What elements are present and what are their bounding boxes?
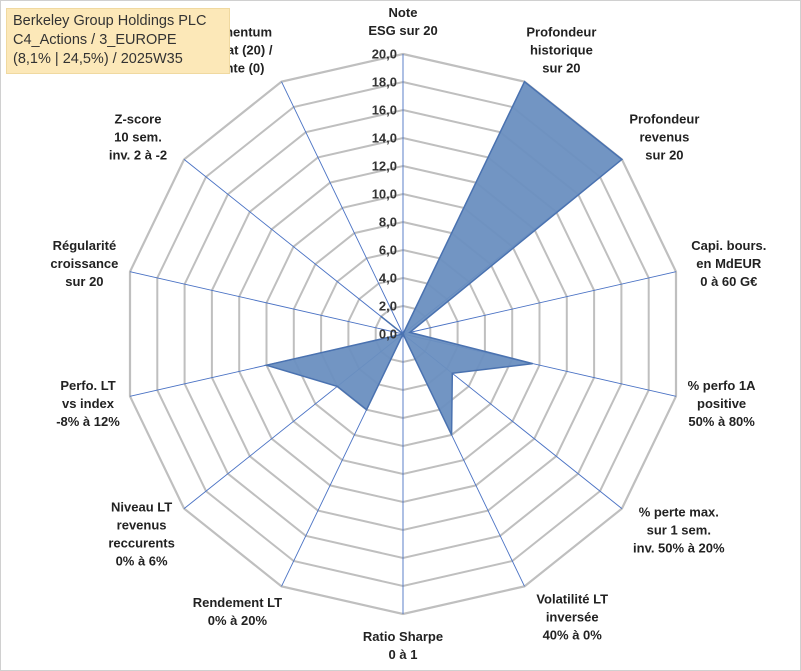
axis-label-line: reccurents xyxy=(108,535,174,550)
axis-label: % perfo 1A positive 50% à 80% xyxy=(688,378,757,429)
axis-label-line: 10 sem. xyxy=(114,130,162,145)
axis-label: Rendement LT 0% à 20% xyxy=(193,595,282,628)
radial-tick-label: 4,0 xyxy=(379,271,397,286)
axis-label: Z-score 10 sem. inv. 2 à -2 xyxy=(109,112,167,163)
axis-label-line: 40% à 0% xyxy=(543,628,603,643)
radial-tick-labels: 0,0 2,0 4,0 6,0 8,0 10,0 12,0 14,0 16,0 18,0 20,0 xyxy=(372,47,397,342)
radial-tick-label: 2,0 xyxy=(379,299,397,314)
axis-label-line: inv. 50% à 20% xyxy=(633,540,725,555)
axis-label-line: Profondeur xyxy=(629,112,699,127)
axis-label-line: revenus xyxy=(117,517,167,532)
radial-tick-label: 8,0 xyxy=(379,215,397,230)
radial-tick-label: 20,0 xyxy=(372,47,397,62)
axis-label: Régularité croissance sur 20 xyxy=(50,238,118,289)
axis-label-line: Profondeur xyxy=(526,24,596,39)
axis-label-line: sur 20 xyxy=(542,60,580,75)
axis-label-line: Régularité xyxy=(53,238,117,253)
axis-label-line: inversée xyxy=(546,610,599,625)
axis-label-line: sur 1 sem. xyxy=(647,522,711,537)
axis-label-line: croissance xyxy=(50,256,118,271)
axis-label-line: 0 à 60 G€ xyxy=(700,274,757,289)
radial-tick-label: 14,0 xyxy=(372,131,397,146)
axis-label-line: % perfo 1A xyxy=(688,378,757,393)
axis-label-line: Ratio Sharpe xyxy=(363,629,443,644)
axis-label-line: Rendement LT xyxy=(193,595,282,610)
chart-header-box: Berkeley Group Holdings PLC C4_Actions /… xyxy=(6,8,230,74)
axis-label: Capi. bours. en MdEUR 0 à 60 G€ xyxy=(691,238,766,289)
axis-label: % perte max. sur 1 sem. inv. 50% à 20% xyxy=(633,504,725,555)
axis-label: Profondeur historique sur 20 xyxy=(526,24,596,75)
radial-tick-label: 10,0 xyxy=(372,187,397,202)
axis-label-line: ESG sur 20 xyxy=(368,23,437,38)
axis-label-line: % perte max. xyxy=(639,504,719,519)
axis-label: Perfo. LT vs index -8% à 12% xyxy=(56,378,120,429)
axis-label-line: 0 à 1 xyxy=(389,647,418,662)
radial-tick-label: 18,0 xyxy=(372,75,397,90)
radial-tick-label: 12,0 xyxy=(372,159,397,174)
axis-label-line: en MdEUR xyxy=(696,256,762,271)
axis-label: Niveau LT revenus reccurents 0% à 6% xyxy=(108,499,174,568)
axis-label-line: -8% à 12% xyxy=(56,414,120,429)
radial-tick-label: 0,0 xyxy=(379,327,397,342)
axis-label-line: 50% à 80% xyxy=(688,414,755,429)
axis-label-line: Capi. bours. xyxy=(691,238,766,253)
axis-label-line: sur 20 xyxy=(65,274,103,289)
axis-labels: Note ESG sur 20 Profondeur historique sur 20… xyxy=(50,5,766,662)
axis-label-line: Volatilité LT xyxy=(536,592,608,607)
axis-label-line: vs index xyxy=(62,396,115,411)
axis-label-line: Niveau LT xyxy=(111,499,172,514)
axis-spoke xyxy=(402,271,677,335)
axis-spoke xyxy=(183,159,404,335)
series-polygon xyxy=(263,80,624,436)
axis-label-line: historique xyxy=(530,42,593,57)
axis-label: Profondeur revenus sur 20 xyxy=(629,112,699,163)
axis-label-line: Perfo. LT xyxy=(60,378,115,393)
radial-tick-label: 16,0 xyxy=(372,103,397,118)
axis-label-line: 0% à 20% xyxy=(208,613,268,628)
series-area xyxy=(263,80,624,436)
axis-label-line: 0% à 6% xyxy=(116,553,168,568)
axis-label-line: inv. 2 à -2 xyxy=(109,148,167,163)
axis-spoke xyxy=(129,271,404,335)
category-label: C4_Actions / 3_EUROPE xyxy=(13,32,177,48)
axis-label-line: sur 20 xyxy=(645,148,683,163)
axis-label-line: Z-score xyxy=(115,112,162,127)
radial-tick-label: 6,0 xyxy=(379,243,397,258)
axis-label: Ratio Sharpe 0 à 1 xyxy=(363,629,443,662)
axis-label-line: positive xyxy=(697,396,746,411)
axis-label-line: revenus xyxy=(639,130,689,145)
period-label: (8,1% | 24,5%) / 2025W35 xyxy=(13,51,183,67)
axis-label: Volatilité LT inversée 40% à 0% xyxy=(536,592,608,643)
axis-label: Note ESG sur 20 xyxy=(368,5,437,38)
axis-spoke xyxy=(281,81,404,335)
axis-label-line: Note xyxy=(389,5,418,20)
company-name: Berkeley Group Holdings PLC xyxy=(13,13,207,29)
